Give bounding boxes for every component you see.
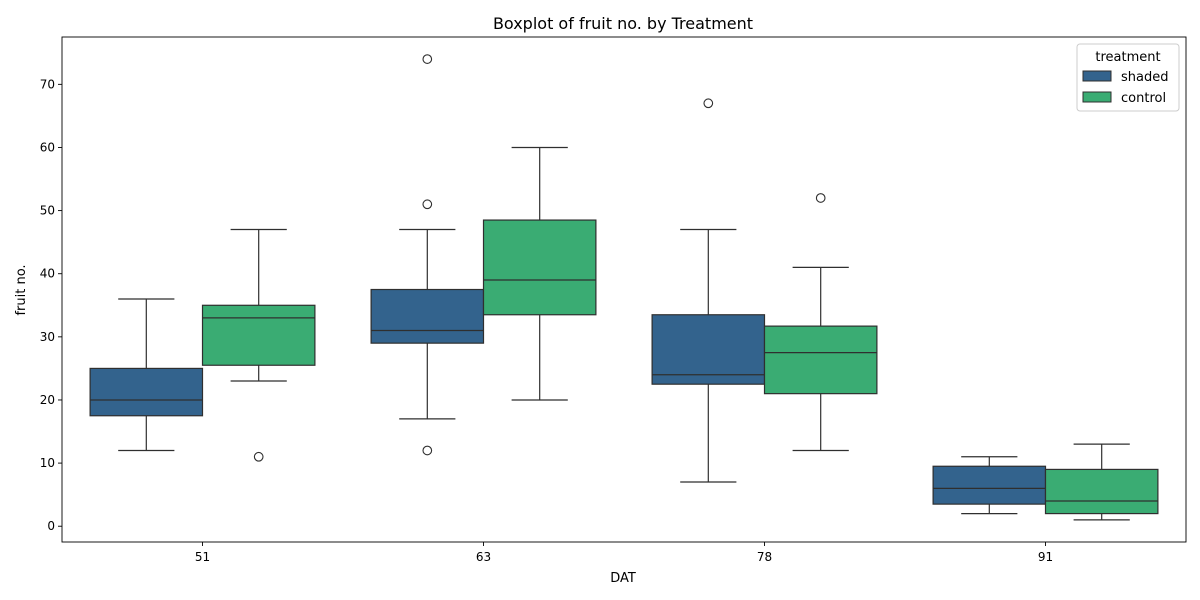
x-tick-label: 91 — [1038, 550, 1053, 564]
outlier-point — [703, 98, 714, 109]
box-group — [482, 146, 597, 401]
outlier-point — [422, 54, 433, 64]
legend-title: treatment — [1095, 50, 1160, 65]
box-iqr — [370, 288, 485, 344]
y-tick-label: 60 — [40, 140, 55, 154]
legend-swatch — [1082, 70, 1112, 82]
box-iqr — [651, 314, 766, 385]
y-axis: 0 10 20 30 40 50 60 70 — [40, 77, 62, 533]
outlier-point — [422, 199, 433, 210]
box-group — [1044, 443, 1159, 521]
box-group — [89, 298, 204, 452]
x-axis-label: DAT — [610, 571, 636, 586]
y-tick-label: 40 — [40, 267, 55, 281]
box-group — [763, 193, 878, 452]
outlier-point — [422, 445, 433, 456]
plot-area — [89, 54, 1159, 521]
y-tick-label: 10 — [40, 456, 55, 470]
box-iqr — [201, 304, 316, 366]
legend-label: control — [1121, 91, 1166, 106]
box-iqr — [932, 465, 1047, 505]
x-axis: 51 63 78 91 — [195, 542, 1053, 564]
box-group — [932, 456, 1047, 515]
chart-title: Boxplot of fruit no. by Treatment — [493, 14, 753, 33]
y-tick-label: 30 — [40, 330, 55, 344]
box-iqr — [482, 219, 597, 316]
outlier-point — [815, 193, 826, 203]
plot-frame — [61, 36, 1187, 543]
box-group — [370, 54, 485, 456]
y-tick-label: 50 — [40, 204, 55, 218]
box-iqr — [1044, 468, 1159, 515]
box-iqr — [89, 367, 204, 417]
box-group — [651, 98, 766, 483]
x-tick-label: 51 — [195, 550, 210, 564]
legend-swatch — [1082, 91, 1112, 103]
x-tick-label: 63 — [476, 550, 491, 564]
x-tick-label: 78 — [757, 550, 772, 564]
legend: treatment shaded control — [1076, 43, 1180, 112]
y-axis-label: fruit no. — [14, 264, 29, 315]
box-iqr — [763, 325, 878, 395]
y-tick-label: 0 — [47, 519, 55, 533]
y-tick-label: 20 — [40, 393, 55, 407]
legend-label: shaded — [1121, 70, 1168, 85]
outlier-point — [253, 451, 264, 462]
y-tick-label: 70 — [40, 77, 55, 91]
box-group — [201, 228, 316, 462]
